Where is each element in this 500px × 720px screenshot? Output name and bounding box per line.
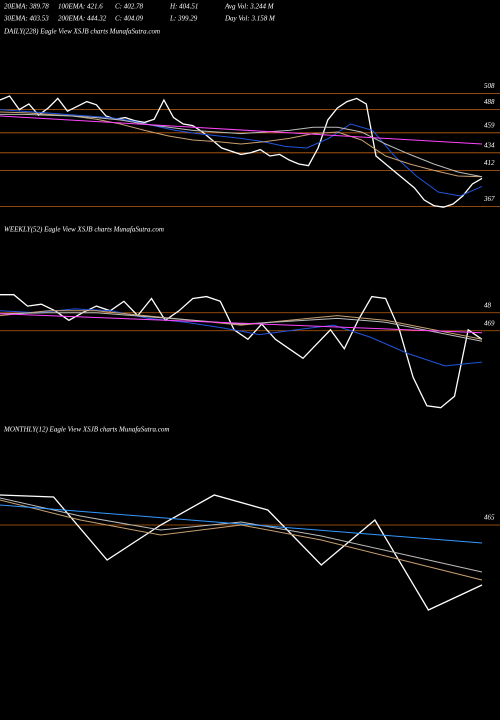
header-stat: C: 402.78 [115,3,144,11]
panel-title: WEEKLY(52) Eagle View XSJB charts Munafa… [4,226,164,234]
header-stat: Avg Vol: 3.244 M [224,3,275,11]
header-stat: Day Vol: 3.158 M [224,15,276,23]
price-line [0,312,483,342]
level-label: 367 [483,195,495,203]
level-label: 469 [484,319,495,327]
price-line [0,497,483,573]
level-label: 465 [484,514,495,522]
price-line [0,95,483,208]
header-stat: C: 404.09 [115,15,144,23]
price-line [0,111,483,178]
header-stat: 30EMA: 403.53 [3,15,49,23]
price-line [0,310,483,340]
price-line [0,308,483,367]
price-line [0,109,483,197]
level-label: 434 [484,141,495,149]
header-stat: H: 404.51 [169,3,198,11]
header-stat: 200EMA: 444.32 [58,15,107,23]
price-line [0,494,483,611]
price-line [0,499,483,581]
level-label: 412 [484,159,495,167]
panel-title: MONTHLY(12) Eagle View XSJB charts Munaf… [3,426,169,434]
level-label: 488 [484,98,495,106]
price-line [0,504,483,544]
level-label: 459 [484,121,495,129]
header-stat: 100EMA: 421.6 [58,3,103,11]
header-stat: 20EMA: 389.78 [4,3,49,11]
price-line [0,294,483,409]
level-label: 508 [484,82,495,90]
price-line [0,313,483,334]
panel-title: DAILY(228) Eagle View XSJB charts Munafa… [3,28,160,36]
header-stat: L: 399.29 [169,15,198,23]
level-label: 48 [484,301,492,309]
price-line [0,115,483,145]
price-line [0,113,483,178]
